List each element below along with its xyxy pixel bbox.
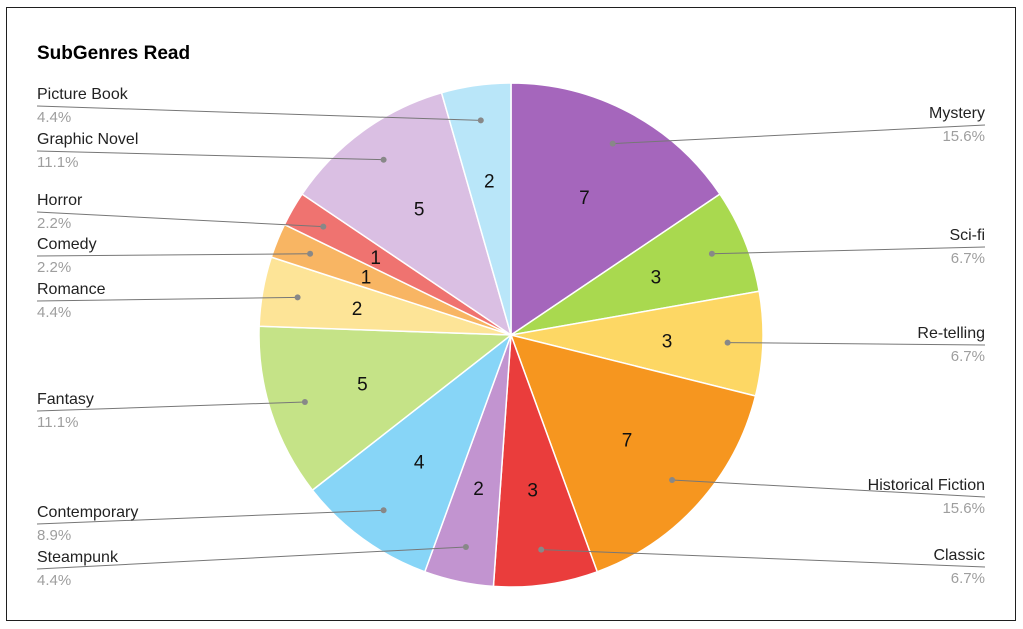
slice-contemporary[interactable] <box>311 332 513 573</box>
percent-graphic-novel: 11.1% <box>37 154 78 171</box>
slice-historical-fiction[interactable] <box>509 333 757 573</box>
percent-romance: 4.4% <box>37 304 71 321</box>
chart-title: SubGenres Read <box>37 43 190 64</box>
label-mystery: Mystery <box>929 105 985 122</box>
label-picture-book: Picture Book <box>37 86 129 103</box>
value-label-re-telling: 3 <box>662 332 673 353</box>
leader-dot-steampunk <box>462 544 469 550</box>
leader-picture-book <box>36 105 481 121</box>
value-label-mystery: 7 <box>579 188 590 209</box>
value-label-steampunk: 2 <box>473 479 484 500</box>
leader-dot-romance <box>294 294 301 301</box>
slice-picture-book[interactable] <box>440 82 512 336</box>
slice-values: 7 3 3 7 3 2 4 5 2 11 5 2 <box>352 171 673 501</box>
label-steampunk: Steampunk <box>37 549 119 566</box>
percent-contemporary: 8.9% <box>37 527 71 544</box>
leader-re-telling <box>727 342 986 346</box>
percent-picture-book: 4.4% <box>37 109 71 126</box>
leader-historical-fiction <box>672 479 986 498</box>
slice-labels: Mystery 15.6% Sci-fi 6.7% Re-telling 6.7% Hist… <box>37 86 985 589</box>
value-label-horror: 1 <box>370 248 381 269</box>
percent-re-telling: 6.7% <box>951 348 985 365</box>
value-label-picture-book: 2 <box>484 171 495 192</box>
leader-dot-horror <box>320 223 327 230</box>
leader-dot-comedy <box>307 250 314 257</box>
leader-dot-fantasy <box>301 399 308 405</box>
value-label-sci-fi: 3 <box>651 268 662 289</box>
leader-fantasy <box>36 401 305 412</box>
label-comedy: Comedy <box>37 236 97 253</box>
value-label-fantasy: 5 <box>357 374 368 395</box>
label-fantasy: Fantasy <box>37 391 94 408</box>
leader-graphic-novel <box>36 150 384 161</box>
slice-mystery[interactable] <box>510 82 721 337</box>
leader-horror <box>36 211 324 228</box>
leader-dot-graphic-novel <box>380 156 387 163</box>
leader-dot-historical-fiction <box>669 477 676 483</box>
leader-steampunk <box>36 546 466 570</box>
percent-steampunk: 4.4% <box>37 572 71 589</box>
value-label-graphic-novel: 5 <box>414 200 425 221</box>
leader-mystery <box>612 124 986 145</box>
leader-dot-picture-book <box>477 117 484 124</box>
value-label-historical-fiction: 7 <box>622 431 633 452</box>
leader-dot-classic <box>538 546 545 553</box>
leader-dot-re-telling <box>724 339 731 346</box>
leader-lines <box>36 105 986 570</box>
leader-dot-sci-fi <box>708 250 715 257</box>
label-romance: Romance <box>37 281 106 298</box>
leader-comedy <box>36 253 311 257</box>
label-classic: Classic <box>933 547 985 564</box>
leader-dot-mystery <box>609 140 616 147</box>
leader-contemporary <box>36 509 384 525</box>
pie-slices <box>258 82 764 588</box>
label-horror: Horror <box>37 192 83 209</box>
value-label-contemporary: 4 <box>414 452 425 473</box>
leader-sci-fi <box>711 246 986 255</box>
percent-mystery: 15.6% <box>942 128 985 145</box>
percent-classic: 6.7% <box>951 570 985 587</box>
value-label-comedy: 1 <box>361 268 372 289</box>
percent-horror: 2.2% <box>37 215 71 232</box>
slice-fantasy[interactable] <box>258 325 514 492</box>
leader-romance <box>36 296 298 302</box>
leader-dot-contemporary <box>380 507 387 514</box>
value-label-classic: 3 <box>527 481 538 502</box>
label-graphic-novel: Graphic Novel <box>37 131 138 148</box>
label-re-telling: Re-telling <box>917 325 985 342</box>
percent-comedy: 2.2% <box>37 259 71 276</box>
percent-sci-fi: 6.7% <box>951 250 985 267</box>
label-sci-fi: Sci-fi <box>949 227 985 244</box>
label-historical-fiction: Historical Fiction <box>868 477 985 494</box>
percent-historical-fiction: 15.6% <box>942 500 985 517</box>
label-contemporary: Contemporary <box>37 504 138 521</box>
leader-classic <box>541 549 986 568</box>
value-label-romance: 2 <box>352 299 363 320</box>
percent-fantasy: 11.1% <box>37 414 78 431</box>
